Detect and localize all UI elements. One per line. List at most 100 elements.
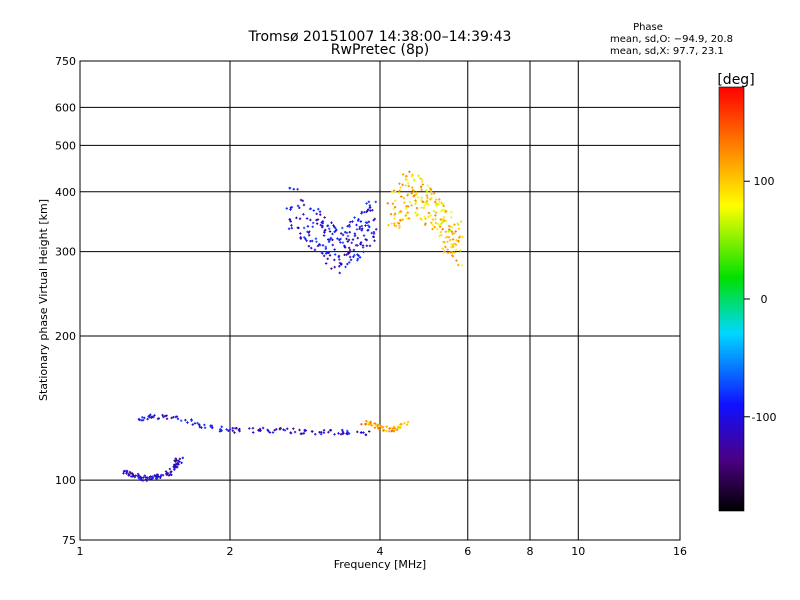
data-point (193, 422, 197, 425)
data-point (432, 192, 436, 195)
data-point (326, 251, 330, 255)
data-point (181, 456, 185, 460)
data-point (326, 224, 330, 227)
y-tick-label: 75 (62, 534, 76, 547)
plot-area: 1 2 4 6 8 10 16 75 100 200 300 400 500 600 750 (55, 55, 687, 558)
data-point (440, 233, 443, 237)
data-point (448, 225, 452, 228)
data-point (287, 227, 291, 230)
data-point (196, 421, 199, 425)
data-point (268, 431, 272, 434)
stats-x: mean, sd,X: 97.7, 23.1 (610, 46, 724, 57)
data-point (416, 196, 420, 199)
data-point (444, 219, 448, 223)
data-point (341, 432, 345, 435)
data-point (439, 223, 442, 226)
data-point (307, 233, 311, 237)
data-point (421, 200, 424, 204)
data-point (372, 230, 376, 234)
data-point (357, 254, 360, 257)
data-point (362, 431, 365, 434)
data-point (311, 225, 314, 228)
data-point (127, 474, 130, 477)
data-point (448, 238, 452, 242)
y-tick-label: 600 (55, 101, 76, 114)
data-point (321, 244, 325, 247)
data-point (420, 185, 423, 189)
data-point (321, 224, 324, 228)
data-point (356, 259, 359, 262)
data-point (364, 224, 367, 227)
data-point (296, 226, 299, 229)
data-point (133, 475, 137, 479)
data-point (340, 262, 343, 266)
data-point (360, 229, 363, 232)
data-point (422, 206, 426, 210)
data-point (327, 238, 330, 241)
data-point (408, 200, 412, 204)
data-point (318, 431, 321, 434)
data-point (123, 469, 127, 473)
data-point (345, 237, 348, 241)
x-tick-label: 6 (464, 545, 471, 558)
data-point (371, 209, 374, 212)
data-point (370, 231, 373, 235)
data-point (348, 261, 351, 264)
data-point (322, 234, 326, 237)
data-point (338, 271, 341, 275)
data-point (401, 173, 405, 176)
data-point (438, 198, 441, 201)
data-point (459, 249, 462, 252)
data-point (309, 218, 312, 222)
data-point (433, 200, 437, 204)
data-point (393, 213, 396, 217)
data-point (406, 420, 410, 424)
data-point (440, 222, 443, 225)
data-point (176, 417, 180, 421)
colorbar-tick-label: -100 (752, 411, 777, 424)
data-point (314, 433, 317, 436)
data-point (296, 188, 299, 191)
data-point (174, 460, 177, 463)
data-point (455, 239, 458, 242)
data-point (431, 218, 435, 221)
data-point (434, 221, 438, 225)
data-point (235, 427, 238, 430)
data-point (211, 426, 214, 430)
data-point (302, 213, 305, 216)
data-point (362, 234, 366, 237)
data-point (292, 427, 295, 430)
data-point (419, 217, 422, 220)
data-point (330, 221, 333, 224)
data-point (446, 248, 449, 251)
data-point (151, 477, 154, 480)
data-point (361, 244, 365, 247)
data-point (396, 425, 400, 429)
data-point (404, 175, 408, 178)
data-point (339, 232, 343, 235)
data-point (369, 209, 372, 212)
data-point (401, 183, 404, 187)
data-point (347, 238, 351, 242)
x-tick-label: 4 (377, 545, 384, 558)
data-point (431, 223, 434, 227)
data-point (169, 470, 172, 474)
data-point (146, 417, 149, 421)
data-point (290, 226, 294, 230)
x-tick-label: 1 (77, 545, 84, 558)
data-point (401, 218, 404, 221)
data-point (299, 198, 303, 202)
data-point (426, 203, 430, 206)
data-point (179, 419, 183, 422)
data-point (358, 227, 361, 231)
data-point (414, 211, 417, 214)
data-point (356, 244, 359, 247)
x-tick-label: 2 (227, 545, 234, 558)
data-point (455, 259, 458, 262)
data-point (423, 223, 427, 226)
data-point (140, 478, 144, 482)
data-point (315, 218, 318, 222)
data-point (275, 428, 278, 431)
colorbar-ticks: 100 0 -100 (744, 175, 776, 424)
data-point (352, 255, 355, 258)
